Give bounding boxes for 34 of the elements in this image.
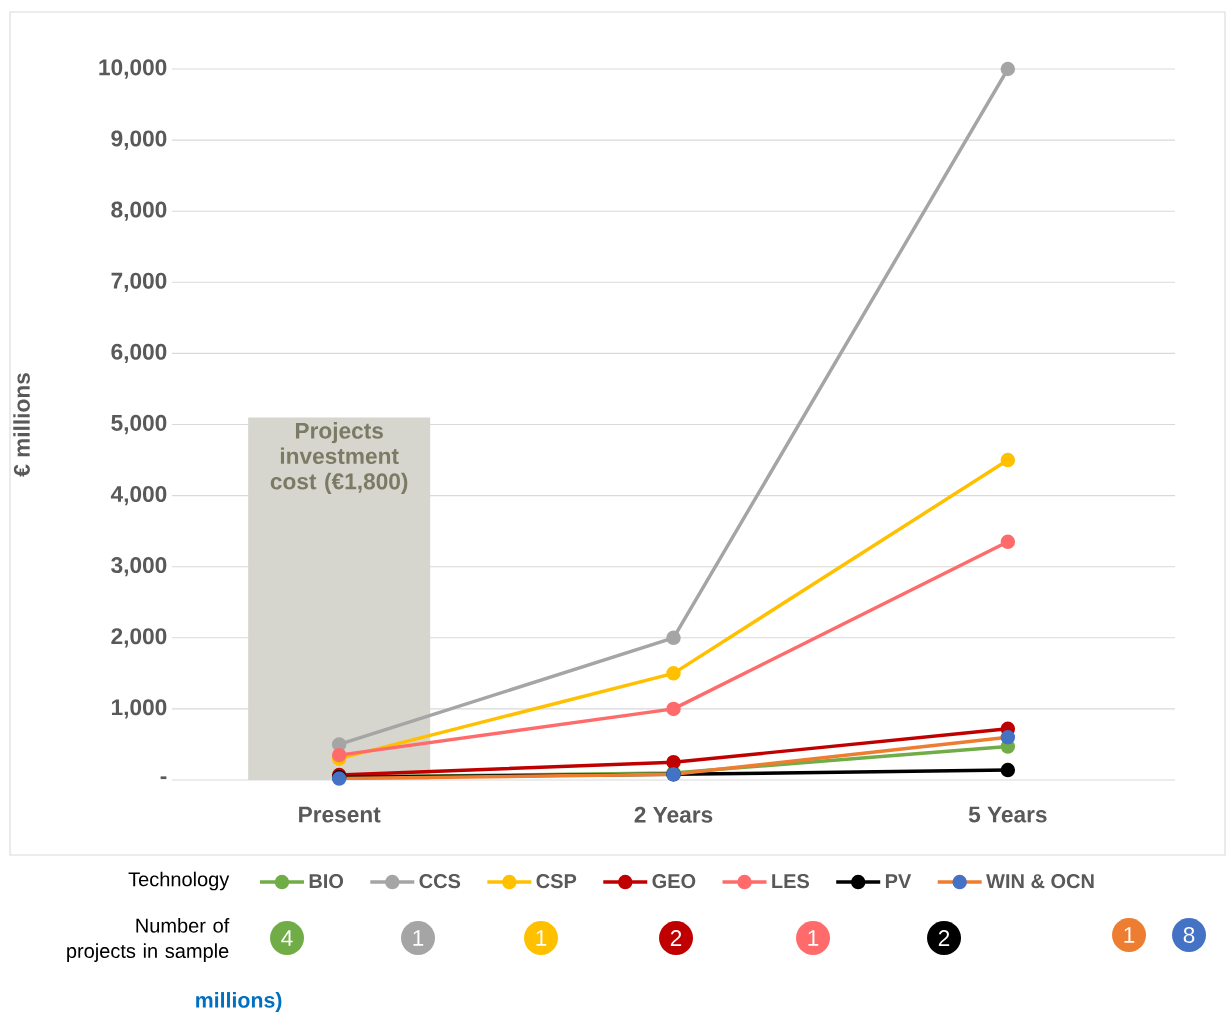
- y-axis-title: € millions: [13, 373, 30, 477]
- x-tick-label: 2 Years: [634, 806, 713, 823]
- y-tick-label: 6,000: [111, 343, 167, 364]
- annotation: Projects investment cost (€1,800): [270, 422, 408, 494]
- y-tick-label: 8,000: [111, 201, 167, 221]
- text: 2: [670, 930, 682, 946]
- text: 1: [808, 930, 819, 946]
- x-tick-label: Present: [299, 806, 381, 823]
- y-tick-label: 2,000: [111, 628, 167, 648]
- legend-label: WIN & OCN: [986, 874, 1094, 889]
- y-tick-label: 3,000: [111, 557, 167, 577]
- text: 1: [1124, 927, 1135, 943]
- text: 8: [1183, 926, 1195, 944]
- x-tick-label: 5 Years: [968, 806, 1047, 823]
- legend-label: GEO: [652, 874, 696, 889]
- text: Technology: [128, 871, 230, 891]
- text: 1: [413, 930, 424, 946]
- legend-label: LES: [772, 874, 810, 889]
- y-tick-label: 5,000: [111, 414, 167, 435]
- text: 1: [536, 930, 547, 946]
- y-tick-label: -: [160, 776, 167, 780]
- y-tick-label: 9,000: [111, 130, 167, 150]
- y-tick-label: 1,000: [111, 699, 167, 719]
- text: Number of projects in sample: [67, 918, 230, 962]
- y-tick-label: 10,000: [99, 59, 167, 79]
- text: 4: [281, 930, 293, 946]
- legend-label: CSP: [536, 874, 577, 889]
- text: millions): [196, 992, 282, 1012]
- y-tick-label: 4,000: [110, 485, 167, 506]
- text: 2: [938, 930, 950, 946]
- legend-label: PV: [885, 874, 912, 888]
- legend-label: BIO: [309, 874, 344, 889]
- legend-label: CCS: [419, 874, 461, 889]
- y-tick-label: 7,000: [111, 272, 167, 292]
